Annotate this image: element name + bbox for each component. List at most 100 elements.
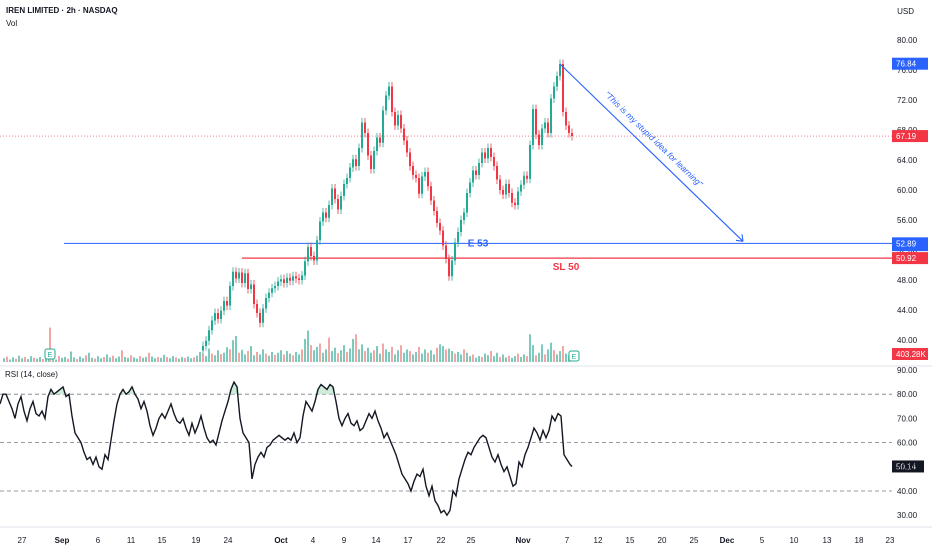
volume-bar (49, 327, 51, 362)
time-tick-label: 18 (855, 536, 864, 545)
volume-bar (193, 357, 195, 362)
candle-body (205, 340, 207, 346)
time-tick-label: Sep (55, 536, 70, 545)
candle-body (214, 313, 216, 321)
volume-bar (247, 351, 249, 362)
volume-bar (244, 354, 246, 362)
volume-bar (496, 352, 498, 362)
volume-bar (409, 351, 411, 362)
volume-bar (39, 356, 41, 362)
volume-bar (250, 346, 252, 362)
volume-bar (427, 352, 429, 362)
volume-bar (109, 357, 111, 362)
volume-bar (478, 356, 480, 362)
candle-body (496, 166, 498, 180)
volume-bar (45, 357, 47, 362)
rsi-tick-label: 50.00 (897, 463, 918, 472)
volume-bar (184, 357, 186, 362)
candle-body (247, 273, 249, 289)
price-tick-label: 72.00 (897, 96, 918, 105)
volume-bar (550, 342, 552, 362)
last-price-tag-bg (892, 130, 928, 143)
price-tick-label: 60.00 (897, 186, 918, 195)
candle-body (208, 330, 210, 341)
volume-bar (445, 349, 447, 362)
volume-bar (27, 359, 29, 362)
volume-bar (457, 351, 459, 362)
volume-bar (127, 357, 129, 362)
volume-bar (382, 343, 384, 362)
symbol-title[interactable]: IREN LIMITED · 2h · NASDAQ (6, 6, 118, 15)
volume-bar (106, 354, 108, 362)
currency-label[interactable]: USD (897, 7, 914, 16)
candle-body (283, 279, 285, 283)
rsi-tick-label: 70.00 (897, 414, 918, 423)
volume-bar (67, 358, 69, 362)
candle-body (568, 125, 570, 133)
candle-body (394, 112, 396, 126)
candle-body (337, 199, 339, 210)
candle-body (439, 223, 441, 231)
volume-bar (130, 355, 132, 362)
volume-bar (217, 350, 219, 362)
entry-label: E 53 (468, 238, 489, 249)
volume-bar (118, 356, 120, 362)
volume-bar (448, 348, 450, 362)
candle-body (538, 134, 540, 145)
rsi-tick-label: 30.00 (897, 511, 918, 520)
volume-bar (397, 350, 399, 362)
candle-body (520, 184, 522, 192)
volume-bar (166, 356, 168, 362)
volume-bar (322, 352, 324, 362)
volume-bar (379, 353, 381, 362)
volume-bar (253, 355, 255, 362)
candle-body (472, 170, 474, 183)
time-tick-label: 24 (224, 536, 233, 545)
last-price-tag: 67.19 (896, 132, 917, 141)
candle-body (478, 163, 480, 175)
candle-body (361, 122, 363, 148)
volume-bar (349, 348, 351, 362)
stop-loss-price-tag-bg (892, 252, 928, 265)
volume-bar (178, 358, 180, 362)
volume-bar (154, 358, 156, 362)
volume-bar (88, 352, 90, 362)
candle-body (280, 279, 282, 282)
candle-body (535, 109, 537, 135)
candle-body (388, 86, 390, 96)
candle-body (424, 172, 426, 177)
volume-bar (181, 356, 183, 362)
volume-bar (352, 338, 354, 362)
volume-bar (418, 346, 420, 362)
candle-body (274, 286, 276, 289)
volume-bar (466, 352, 468, 362)
volume-bar (475, 357, 477, 362)
candle-body (244, 273, 246, 283)
volume-bar (565, 353, 567, 362)
volume-bar (121, 350, 123, 362)
volume-bar (100, 358, 102, 362)
volume-bar (526, 356, 528, 362)
volume-bar (58, 356, 60, 362)
candle-body (412, 166, 414, 175)
candle-body (364, 122, 366, 133)
volume-bar (208, 348, 210, 362)
candle-body (526, 175, 528, 179)
rsi-line (0, 380, 573, 517)
volume-bar (157, 356, 159, 362)
volume-bar (340, 350, 342, 362)
volume-bar (124, 356, 126, 362)
volume-bar (343, 345, 345, 362)
volume-bar (190, 358, 192, 362)
volume-bar (460, 354, 462, 362)
candle-body (532, 109, 534, 145)
volume-bar (373, 350, 375, 362)
candle-body (490, 148, 492, 157)
time-tick-label: 25 (690, 536, 699, 545)
candle-body (481, 152, 483, 163)
price-tick-label: 44.00 (897, 306, 918, 315)
volume-bar (223, 352, 225, 362)
candle-body (547, 122, 549, 133)
candle-body (460, 220, 462, 232)
